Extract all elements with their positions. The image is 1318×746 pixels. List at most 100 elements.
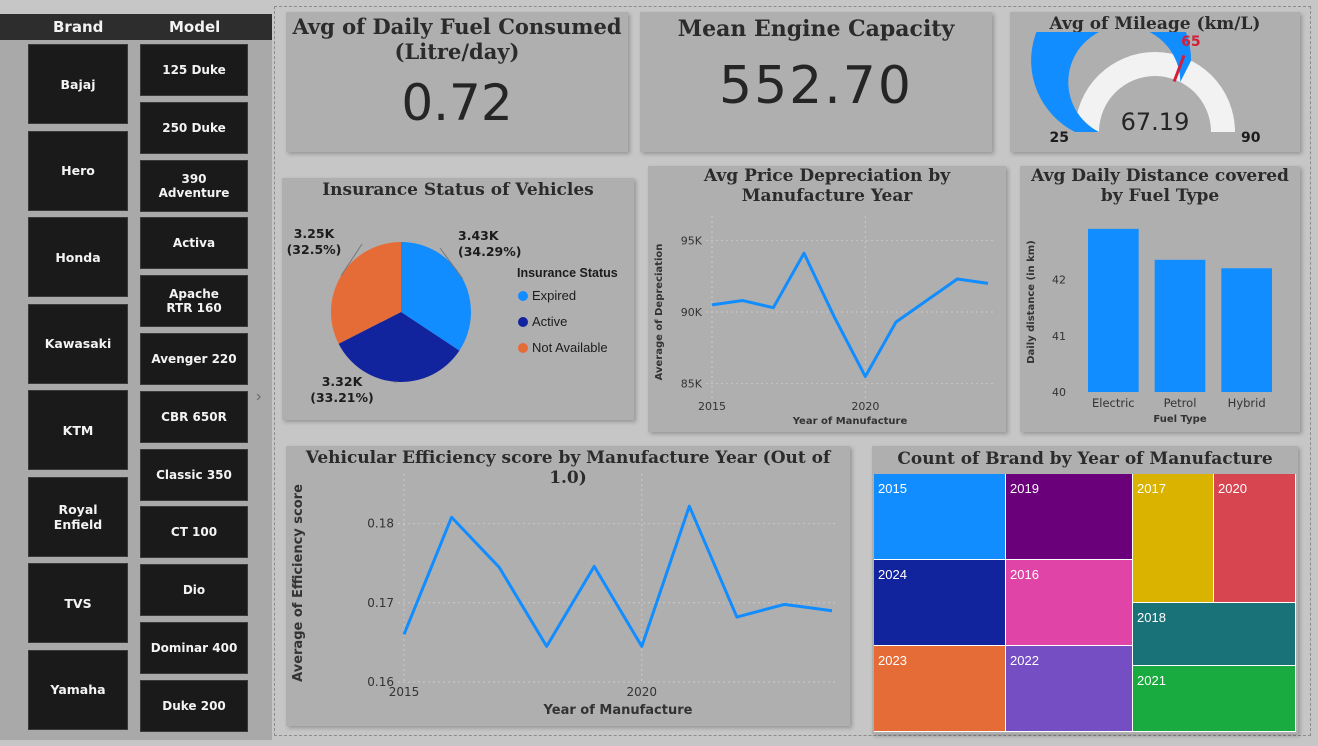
y-tick-label: 90K <box>681 306 703 319</box>
pie-legend-title: Insurance Status <box>517 266 618 280</box>
y-tick-label: 0.17 <box>367 596 394 610</box>
treemap-cell[interactable]: 2024 <box>874 560 1006 646</box>
kpi-fuel-value: 0.72 <box>401 74 513 133</box>
model-tile[interactable]: 125 Duke <box>140 44 248 96</box>
x-tick-label: 2015 <box>389 685 420 699</box>
distance-card: Avg Daily Distance covered by Fuel Type … <box>1020 166 1300 432</box>
y-tick-label: 85K <box>681 378 703 391</box>
insurance-pie-chart: 3.43K(34.29%) 3.32K(33.21%) 3.25K(32.5%) <box>287 226 522 405</box>
gauge-max-label: 90 <box>1241 130 1261 146</box>
pie-legend-label: Active <box>532 314 568 329</box>
x-tick-label: 2020 <box>851 400 879 413</box>
treemap-title: Count of Brand by Year of Manufacture <box>897 449 1273 469</box>
pie-legend-item[interactable]: Active <box>518 314 567 329</box>
pie-title: Insurance Status of Vehicles <box>322 180 594 200</box>
x-tick-label: Petrol <box>1164 396 1197 410</box>
pie-leader-line <box>340 243 363 276</box>
bar <box>1154 259 1206 392</box>
model-tile[interactable]: 390 Adventure <box>140 159 248 212</box>
brand-tile[interactable]: TVS <box>28 563 128 643</box>
kpi-engine-title: Mean Engine Capacity <box>677 16 955 42</box>
insurance-pie-card: Insurance Status of Vehicles 3.43K (34.29… <box>282 178 634 420</box>
x-tick-label: Hybrid <box>1228 396 1266 410</box>
brand-tile[interactable]: Yamaha <box>28 649 128 730</box>
treemap-cell[interactable]: 2016 <box>1006 560 1133 646</box>
pie-legend-item[interactable]: Not Available <box>518 340 608 355</box>
treemap-cell[interactable]: 2017 <box>1133 474 1214 603</box>
model-tile[interactable]: Apache RTR 160 <box>140 275 248 328</box>
model-header: Model <box>169 18 221 36</box>
kpi-engine-value: 552.70 <box>719 56 913 117</box>
depreciation-line-chart: 85K 90K 95K 2015 2020 Year of Manufacture Aver… <box>654 216 994 427</box>
pie-data-label: 3.32K <box>322 374 364 389</box>
brand-tile[interactable]: Honda <box>28 217 128 297</box>
depreciation-card: Avg Price Depreciation by Manufacture Ye… <box>648 166 1006 432</box>
model-tile[interactable]: Dominar 400 <box>140 622 248 674</box>
model-tile[interactable]: Classic 350 <box>140 448 248 501</box>
brand-tile[interactable]: Hero <box>28 130 128 211</box>
x-axis-label: Fuel Type <box>1153 414 1206 425</box>
mileage-gauge: 67.19 25 90 65 <box>1031 32 1261 146</box>
treemap-cell[interactable]: 2019 <box>1006 474 1133 560</box>
pie-slice <box>338 312 460 382</box>
brand-tile[interactable]: Royal Enfield <box>28 476 128 557</box>
slicer-header: Brand Model <box>0 14 272 40</box>
slicer-panel: Brand Model Bajaj Hero Honda Kawasaki KTM Roy… <box>0 14 272 740</box>
treemap-cell[interactable]: 2018 <box>1133 603 1296 666</box>
kpi-engine-card: Mean Engine Capacity 552.70 <box>640 12 992 152</box>
gauge-value: 67.19 <box>1121 108 1190 136</box>
y-tick-label: 95K <box>681 234 703 247</box>
brand-tile[interactable]: Bajaj <box>28 44 128 124</box>
treemap-card: Count of Brand by Year of Manufacture 20… <box>872 446 1298 734</box>
pie-legend-item[interactable]: Expired <box>518 288 576 303</box>
treemap-chart: 2015 2024 2023 2019 2016 2022 2017 2020 2018 2021 <box>874 474 1296 732</box>
y-tick-label: 0.16 <box>367 675 394 689</box>
gauge-title: Avg of Mileage (km/L) <box>1049 14 1261 34</box>
pie-slice <box>331 242 401 344</box>
y-tick-label: 0.18 <box>367 517 394 531</box>
y-tick-label: 40 <box>1052 386 1066 399</box>
efficiency-line-chart: 0.16 0.17 0.18 2015 2020 Year of Manufacture A… <box>291 474 838 718</box>
model-tile[interactable]: CT 100 <box>140 506 248 559</box>
gauge-target-label: 65 <box>1181 34 1200 50</box>
model-tile[interactable]: Avenger 220 <box>140 333 248 385</box>
y-axis-label: Daily distance (in km) <box>1026 240 1037 364</box>
pie-data-label-pct: (33.21%) <box>310 390 374 405</box>
kpi-fuel-title: Avg of Daily Fuel Consumed (Litre/day) <box>292 14 622 65</box>
gauge-fill <box>1031 32 1192 132</box>
treemap-cell[interactable]: 2015 <box>874 474 1006 560</box>
y-axis-label: Average of Depreciation <box>654 244 665 381</box>
x-axis-label: Year of Manufacture <box>792 416 908 427</box>
x-tick-label: 2020 <box>627 685 658 699</box>
brand-tile[interactable]: KTM <box>28 390 128 470</box>
model-tile[interactable]: Dio <box>140 564 248 617</box>
model-tile[interactable]: CBR 650R <box>140 390 248 443</box>
treemap-cell[interactable]: 2020 <box>1214 474 1296 603</box>
gauge-min-label: 25 <box>1050 130 1069 146</box>
kpi-fuel-card: Avg of Daily Fuel Consumed (Litre/day) 0… <box>286 12 628 152</box>
pie-legend-label: Not Available <box>532 340 608 355</box>
gauge-track <box>1075 52 1235 132</box>
depreciation-title: Avg Price Depreciation by Manufacture Ye… <box>703 166 951 207</box>
treemap-cell[interactable]: 2021 <box>1133 666 1296 732</box>
brand-tile[interactable]: Kawasaki <box>28 303 128 384</box>
treemap-cell[interactable]: 2022 <box>1006 646 1133 732</box>
efficiency-card: Vehicular Efficiency score by Manufactur… <box>286 446 850 726</box>
bar <box>1221 268 1272 392</box>
chevron-right-icon[interactable]: › <box>256 388 262 405</box>
treemap-cell[interactable]: 2023 <box>874 646 1006 732</box>
y-axis-label: Average of Efficiency score <box>291 484 306 682</box>
model-tile[interactable]: 250 Duke <box>140 101 248 154</box>
brand-header: Brand <box>53 18 104 36</box>
legend-dot-icon <box>518 316 528 327</box>
legend-dot-icon <box>518 290 528 301</box>
x-tick-label: Electric <box>1092 396 1135 410</box>
pie-data-label-pct: (32.5%) <box>287 242 342 257</box>
pie-data-label: 3.25K <box>294 226 336 241</box>
mileage-gauge-card: Avg of Mileage (km/L) 67.19 25 90 65 <box>1010 12 1300 152</box>
pie-data-label-pct: (34.29%) <box>458 244 522 259</box>
model-tile[interactable]: Duke 200 <box>140 679 248 732</box>
series-line <box>402 504 833 648</box>
gauge-target-marker <box>1172 54 1186 83</box>
model-tile[interactable]: Activa <box>140 217 248 270</box>
